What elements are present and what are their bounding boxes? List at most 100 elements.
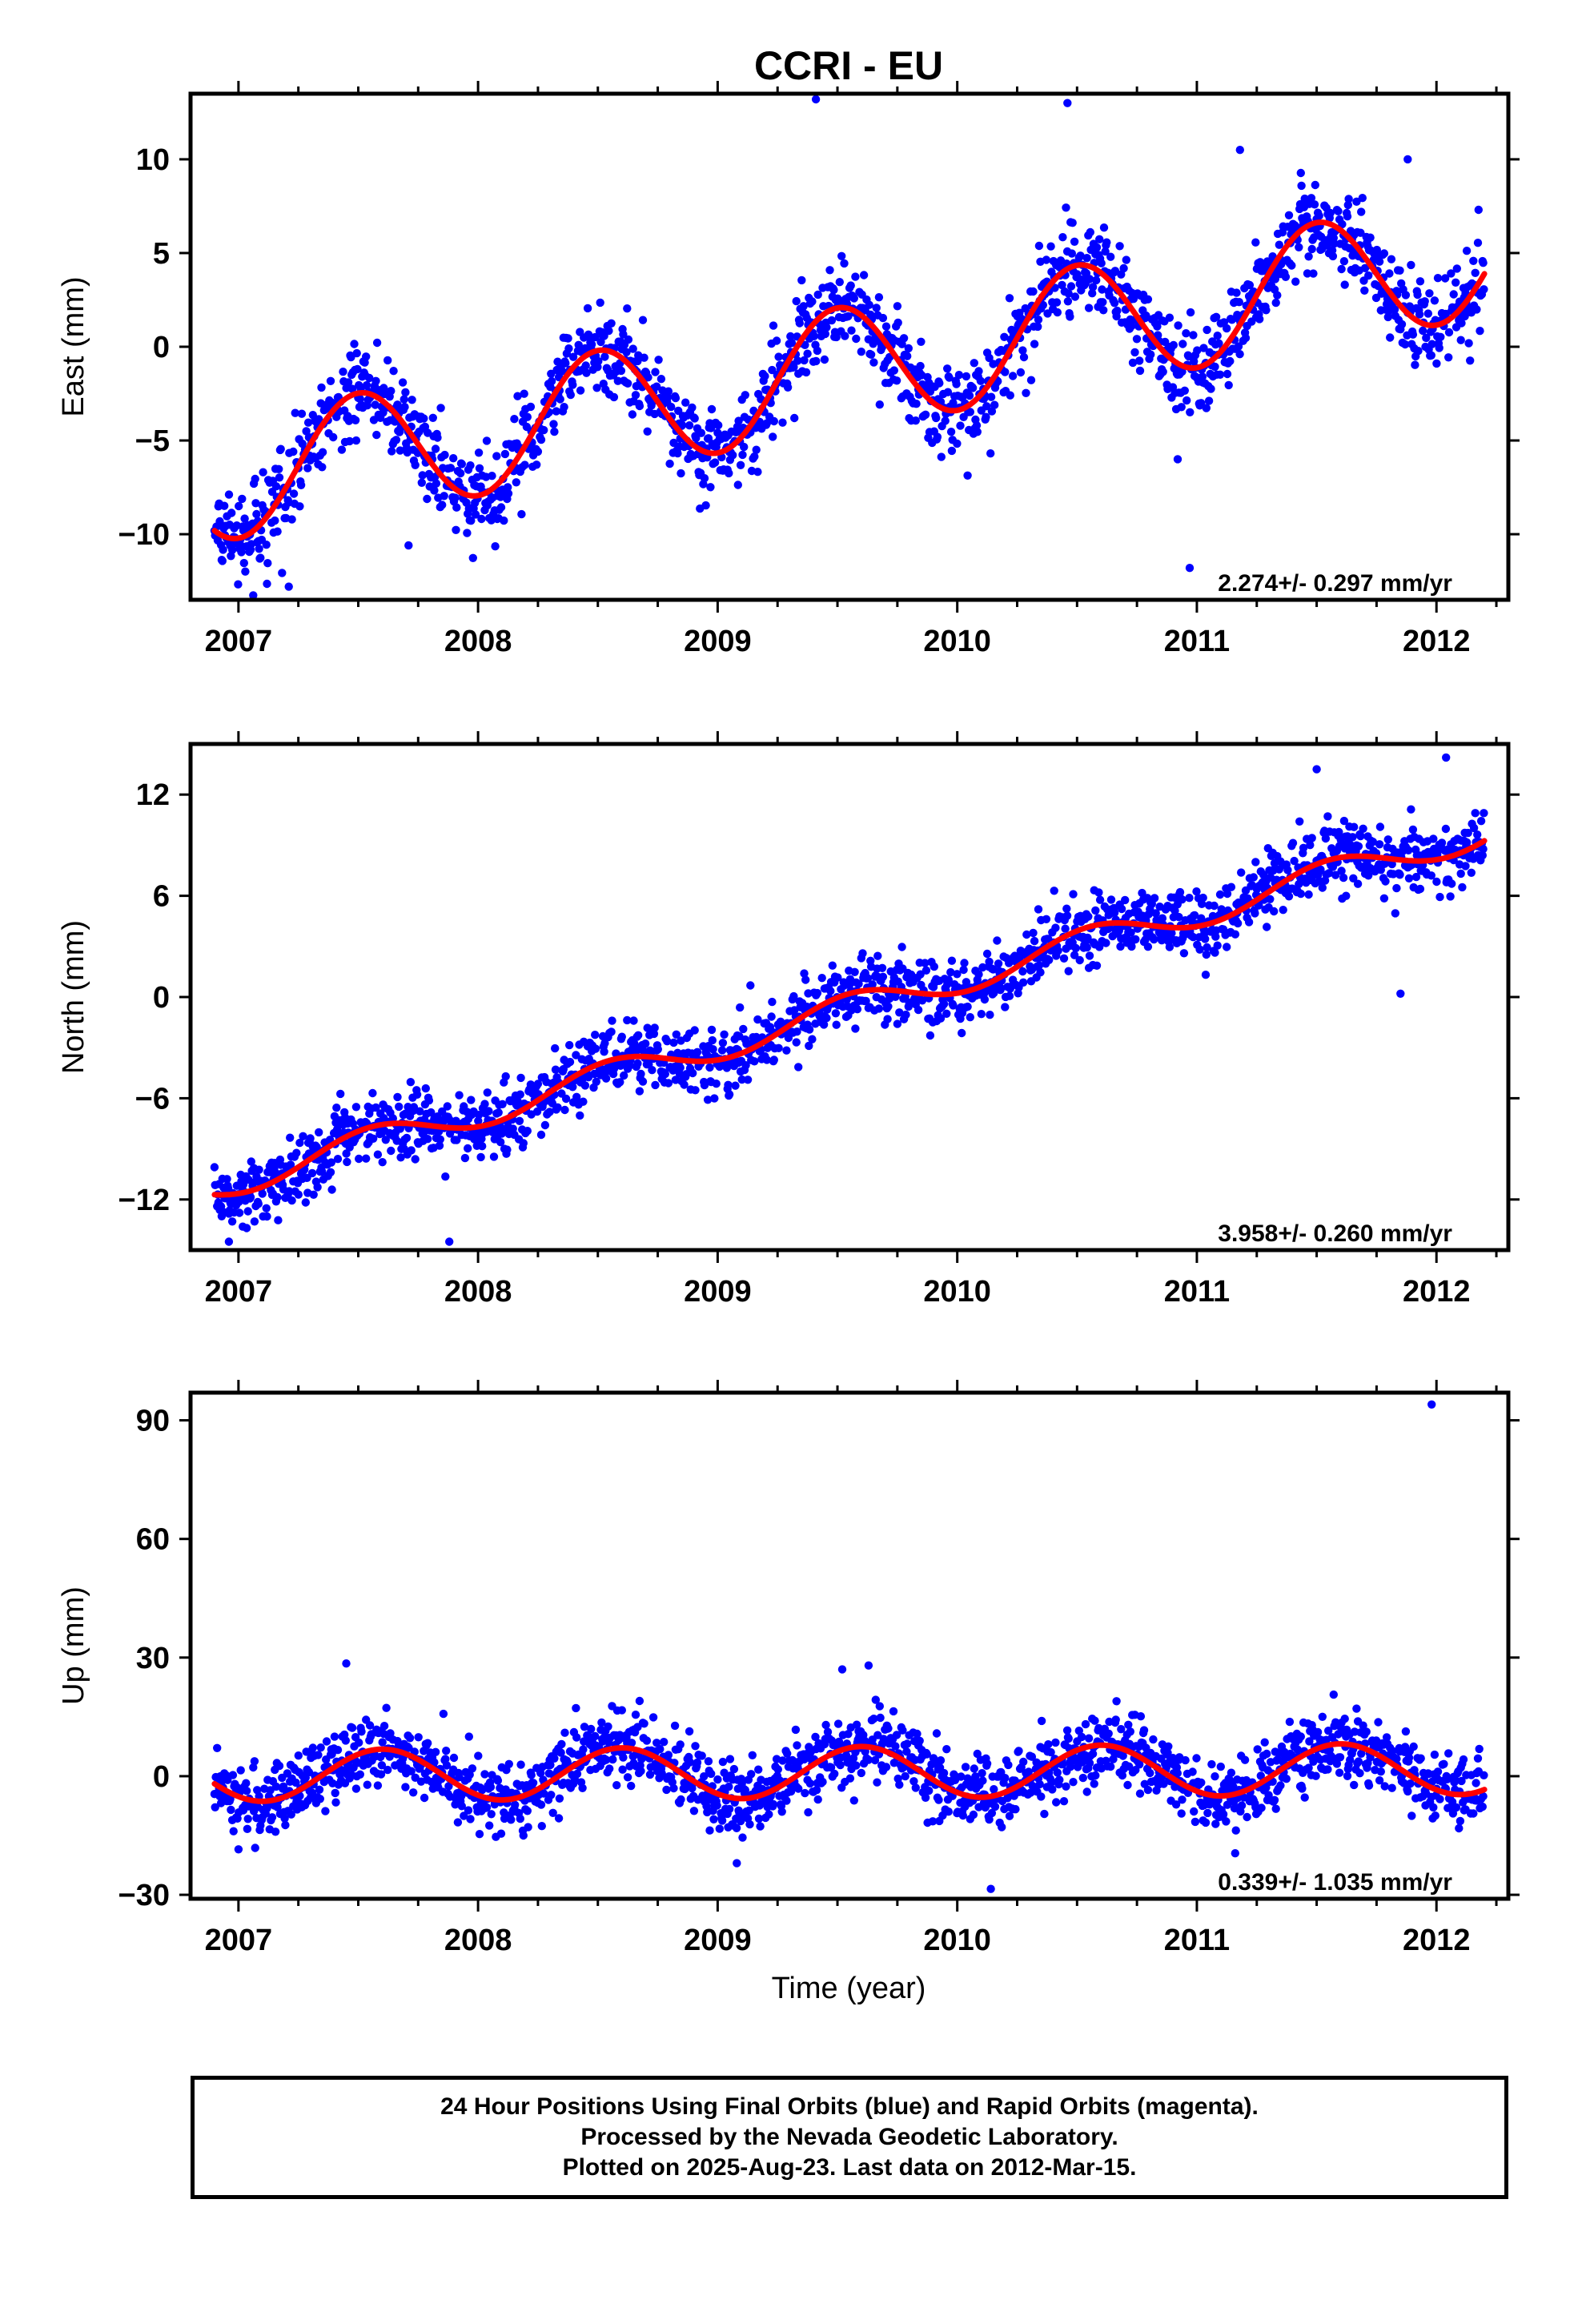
- data-point: [725, 1782, 733, 1791]
- data-point: [830, 1769, 839, 1779]
- data-point: [1186, 308, 1195, 317]
- data-point: [822, 323, 831, 332]
- data-point: [643, 427, 652, 436]
- data-point: [942, 1745, 951, 1754]
- data-point: [1263, 1749, 1271, 1759]
- data-point: [1034, 961, 1044, 970]
- data-point: [474, 1116, 483, 1126]
- data-point: [921, 410, 930, 419]
- data-point: [286, 1160, 295, 1169]
- data-point: [709, 1815, 718, 1823]
- data-point: [871, 1695, 881, 1704]
- x-tick-label: 2007: [205, 1275, 273, 1309]
- data-point: [1290, 856, 1299, 866]
- data-point: [515, 1116, 524, 1126]
- data-point: [1339, 816, 1349, 826]
- data-point: [1223, 943, 1231, 951]
- data-point: [1189, 933, 1198, 942]
- data-point: [935, 379, 944, 388]
- data-point: [228, 1771, 238, 1779]
- data-point: [1427, 351, 1436, 360]
- data-point: [1253, 1745, 1262, 1754]
- data-point: [629, 1016, 638, 1025]
- data-point: [560, 1105, 569, 1115]
- data-point: [1066, 312, 1074, 321]
- data-point: [718, 1039, 728, 1047]
- data-point: [1178, 1795, 1186, 1804]
- data-point: [829, 285, 838, 295]
- data-point: [1379, 894, 1389, 903]
- data-point: [953, 970, 962, 979]
- data-point: [1037, 1792, 1046, 1801]
- data-point: [754, 1814, 764, 1823]
- data-point: [685, 1758, 695, 1767]
- data-point: [733, 480, 742, 489]
- data-point: [793, 1027, 801, 1036]
- data-point: [1334, 207, 1343, 215]
- data-point: [1300, 1793, 1309, 1802]
- data-point: [601, 1074, 611, 1083]
- data-point: [276, 444, 285, 453]
- data-point: [706, 483, 715, 492]
- data-point: [527, 1771, 536, 1779]
- y-tick-label: −10: [118, 518, 170, 552]
- data-point: [1207, 1759, 1216, 1769]
- data-point: [330, 1732, 339, 1741]
- data-point: [769, 1055, 778, 1064]
- data-point: [958, 1028, 966, 1038]
- data-point: [466, 461, 475, 470]
- data-point: [1186, 408, 1195, 416]
- data-point: [592, 384, 601, 392]
- data-point: [1046, 1747, 1055, 1757]
- data-point: [548, 1808, 557, 1817]
- data-point: [713, 1775, 722, 1784]
- data-point: [1375, 840, 1384, 849]
- data-point: [372, 338, 382, 348]
- data-point: [903, 1739, 912, 1748]
- data-point: [832, 332, 841, 342]
- data-point: [1307, 244, 1316, 254]
- data-point: [438, 501, 447, 509]
- data-point: [464, 1144, 472, 1153]
- data-point: [496, 503, 506, 512]
- data-point: [246, 1192, 255, 1202]
- data-point: [1276, 1781, 1285, 1790]
- data-point: [430, 486, 439, 495]
- data-point: [869, 1715, 878, 1723]
- data-point: [1366, 233, 1375, 242]
- data-point: [643, 1023, 652, 1032]
- data-point: [441, 1172, 450, 1181]
- data-point: [1011, 1805, 1020, 1814]
- data-point: [554, 1814, 564, 1823]
- data-point: [591, 332, 600, 342]
- data-point: [600, 352, 609, 361]
- data-point: [753, 468, 762, 476]
- data-point: [1387, 255, 1396, 263]
- data-point: [1029, 287, 1038, 296]
- data-point: [596, 298, 604, 308]
- data-point: [1195, 945, 1204, 954]
- data-point: [737, 1075, 746, 1084]
- data-point: [1296, 168, 1306, 178]
- data-point: [1052, 1798, 1061, 1807]
- data-point: [1014, 1747, 1023, 1755]
- data-point: [812, 1786, 821, 1795]
- data-point: [732, 1823, 741, 1832]
- data-point: [982, 1759, 992, 1768]
- data-point: [1211, 362, 1219, 372]
- data-point: [985, 957, 994, 967]
- data-point: [1035, 1779, 1044, 1789]
- data-point: [580, 1723, 589, 1731]
- data-point: [663, 393, 673, 402]
- data-point: [540, 1789, 548, 1798]
- data-point: [1136, 1712, 1146, 1721]
- data-point: [1338, 219, 1347, 229]
- data-point: [347, 1723, 357, 1732]
- data-point: [583, 304, 592, 313]
- data-point: [516, 1814, 524, 1823]
- data-point: [743, 1076, 753, 1084]
- data-point: [859, 271, 869, 279]
- data-point: [1262, 306, 1271, 315]
- data-point: [712, 1080, 721, 1088]
- data-point: [411, 460, 420, 469]
